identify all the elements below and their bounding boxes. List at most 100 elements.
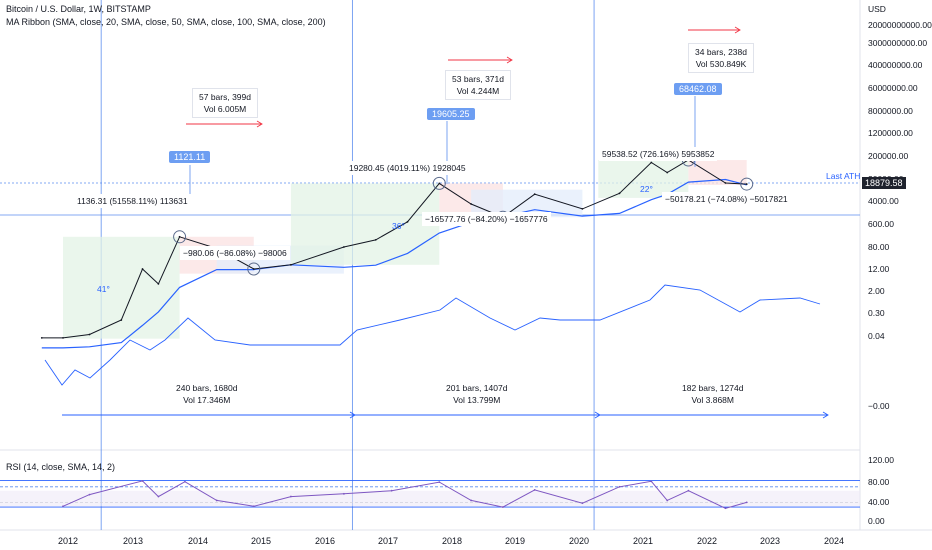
rsi-axis-label: 40.00 [868, 497, 890, 507]
drop-label-2013[interactable]: −980.06 (−86.08%) −98006 [180, 246, 290, 260]
gain-zone-2017 [290, 183, 440, 265]
price-axis-label: 400000000.00 [868, 60, 923, 70]
cycle-stat-1[interactable]: 240 bars, 1680d Vol 17.346M [176, 382, 238, 406]
range-stat-2013[interactable]: 57 bars, 399d Vol 6.005M [192, 88, 258, 118]
time-axis-label: 2021 [633, 536, 654, 546]
rsi-point-8 [343, 492, 345, 495]
range-arrow-head-2 [734, 26, 741, 34]
price-axis-label: 80.00 [868, 242, 890, 252]
price-axis-label: 60000000.00 [868, 83, 918, 93]
ma-ribbon-line[interactable] [41, 178, 747, 349]
rsi-point-18 [687, 489, 690, 492]
cycle-stat-volume: Vol 3.868M [691, 395, 734, 405]
range-stat-2017[interactable]: 53 bars, 371d Vol 4.244M [445, 70, 511, 100]
drop-zone-2021 [688, 160, 747, 185]
rsi-axis-label: 120.00 [868, 455, 894, 465]
range-stat-volume: Vol 6.005M [203, 104, 247, 114]
angle-label-2017: 36° [392, 221, 405, 231]
price-point-0 [40, 336, 43, 339]
price-point-9 [290, 263, 292, 266]
cycle-stat-volume: Vol 13.799M [453, 395, 501, 405]
price-axis-label: 8000000.00 [868, 106, 913, 116]
price-axis-label: 1200000.00 [868, 128, 913, 138]
time-axis-label: 2013 [123, 536, 144, 546]
peak-price-2013[interactable]: 1121.11 [169, 151, 211, 163]
drawing-layer [44, 26, 829, 419]
bottom-circle-0[interactable] [247, 262, 261, 276]
peak-price-2017[interactable]: 19605.25 [427, 108, 475, 120]
price-axis-label: 200000.00 [868, 151, 909, 161]
range-stat-bars: 34 bars, 238d [695, 47, 747, 57]
time-axis-label: 2020 [569, 536, 590, 546]
price-axis-label: 3000000000.00 [868, 38, 928, 48]
ma-ribbon-legend[interactable]: MA Ribbon (SMA, close, 20, SMA, close, 5… [6, 17, 326, 27]
time-axis-label: 2016 [315, 536, 336, 546]
gain-zone-2021 [598, 160, 689, 198]
last-ath-label: Last ATH [826, 171, 861, 181]
rsi-point-20 [745, 501, 748, 504]
price-point-6 [178, 235, 181, 238]
rsi-axis-label: 80.00 [868, 477, 890, 487]
rsi-point-14 [581, 502, 584, 505]
rsi-legend[interactable]: RSI (14, close, SMA, 14, 2) [6, 462, 116, 472]
price-point-1 [62, 336, 64, 339]
price-point-22 [724, 182, 727, 184]
cycle-arrow-head-2 [822, 411, 829, 419]
range-stat-bars: 53 bars, 371d [452, 74, 504, 84]
price-axis-label: 600.00 [868, 219, 894, 229]
projection-line[interactable] [44, 284, 821, 386]
peak-price-2021[interactable]: 68462.08 [674, 83, 722, 95]
rsi-point-6 [252, 505, 255, 508]
cycle-stat-2[interactable]: 201 bars, 1407d Vol 13.799M [446, 382, 508, 406]
price-point-20 [666, 171, 669, 174]
drop-label-2017[interactable]: −16577.76 (−84.20%) −1657776 [422, 212, 551, 226]
price-point-12 [406, 220, 409, 223]
rsi-point-15 [618, 485, 621, 488]
gain-label-2021[interactable]: 59538.52 (726.16%) 5953852 [599, 147, 718, 161]
price-point-10 [343, 246, 345, 248]
peak-circle-1[interactable] [432, 176, 446, 190]
bottom-circle-2[interactable] [740, 177, 754, 191]
price-point-23 [745, 183, 748, 185]
price-line[interactable] [41, 159, 747, 339]
time-axis-label: 2014 [188, 536, 209, 546]
rsi-point-11 [470, 499, 472, 502]
time-axis-label: 2019 [505, 536, 526, 546]
rsi-point-9 [390, 489, 393, 492]
price-axis-label: 2.00 [868, 286, 885, 296]
range-stat-volume: Vol 4.244M [456, 86, 500, 96]
time-axis-label: 2023 [760, 536, 781, 546]
time-axis-label: 2012 [58, 536, 79, 546]
cycle-stat-bars: 240 bars, 1680d [176, 383, 238, 393]
price-point-18 [618, 192, 621, 195]
cycle-stat-volume: Vol 17.346M [183, 395, 231, 405]
price-axis-label: 12.00 [868, 264, 890, 274]
cycle-arrow-head-1 [594, 411, 601, 419]
currency-label: USD [868, 4, 886, 14]
price-point-4 [141, 268, 144, 270]
drop-label-2021[interactable]: −50178.21 (−74.08%) −5017821 [662, 192, 791, 206]
rsi-point-3 [157, 495, 160, 498]
range-stat-2021[interactable]: 34 bars, 238d Vol 530.849K [688, 43, 754, 73]
cycle-stat-bars: 182 bars, 1274d [682, 383, 744, 393]
angle-label-2013: 41° [97, 284, 110, 294]
gain-label-2013[interactable]: 1136.31 (51558.11%) 113631 [74, 194, 191, 208]
rsi-point-4 [184, 480, 186, 483]
time-axis-label: 2018 [442, 536, 463, 546]
price-point-2 [88, 333, 91, 336]
gain-label-2017[interactable]: 19280.45 (4019.11%) 1928045 [346, 161, 469, 175]
symbol-title[interactable]: Bitcoin / U.S. Dollar, 1W, BITSTAMP [6, 4, 151, 14]
price-axis-label: −0.00 [868, 401, 890, 411]
ma-layer [41, 178, 747, 349]
cycle-stat-3[interactable]: 182 bars, 1274d Vol 3.868M [682, 382, 744, 406]
range-arrow-head-0 [256, 120, 263, 128]
rsi-point-13 [533, 489, 536, 491]
rsi-layer [0, 480, 860, 510]
rsi-point-1 [88, 493, 91, 496]
price-point-16 [533, 193, 536, 196]
rsi-axis-label: 0.00 [868, 516, 885, 526]
price-point-8 [252, 268, 255, 270]
price-point-11 [374, 239, 377, 241]
peak-circle-0[interactable] [173, 230, 187, 244]
